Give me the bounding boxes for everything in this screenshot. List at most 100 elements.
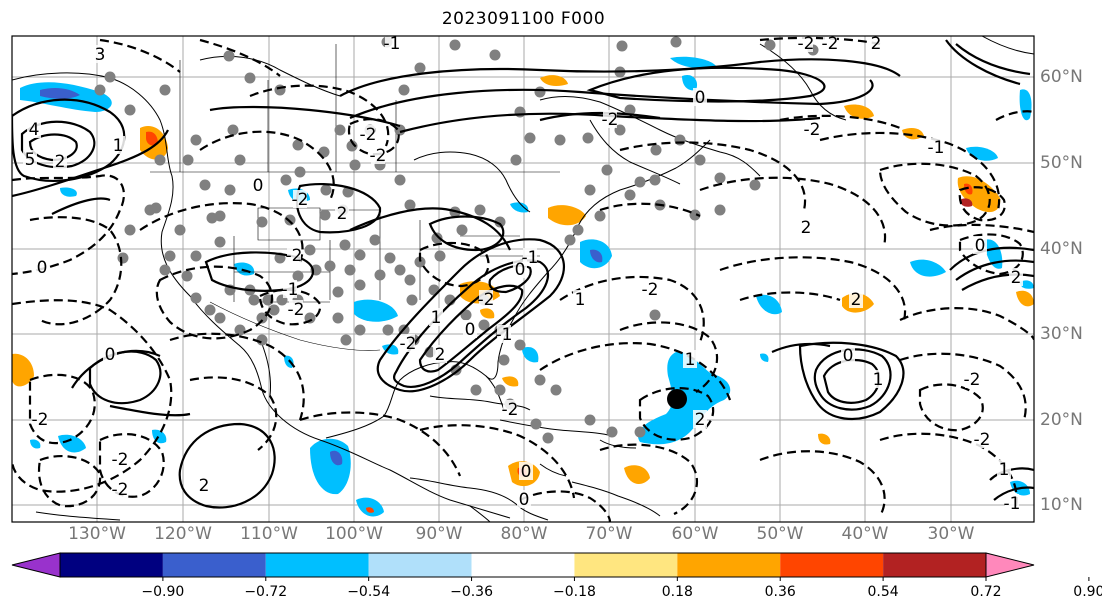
anomaly-blob-negative [818, 433, 831, 445]
contour-label-bg [965, 370, 979, 388]
station-dot [124, 224, 136, 236]
station-dot [190, 292, 202, 304]
colorbar-segment [162, 553, 266, 577]
contour-solid [771, 342, 831, 354]
anomaly-blob-positive [964, 183, 973, 195]
contour-label-bg [997, 460, 1011, 478]
colorbar-tick-label: 0.36 [764, 584, 796, 600]
contour-label-bg [111, 136, 125, 154]
contour-dashed [958, 233, 1024, 276]
station-dot [534, 86, 546, 98]
contour-label: 2 [435, 345, 446, 365]
anomaly-blob-positive [960, 198, 973, 207]
colorbar-tick-label: 0.90 [1073, 584, 1102, 600]
contour-label: 2 [801, 218, 812, 238]
contour-label: 4 [29, 120, 40, 140]
station-dot [292, 139, 304, 151]
contour-label: -2 [804, 120, 821, 140]
contour-dashed [619, 321, 719, 393]
contour-dashed [519, 490, 612, 522]
station-dot [434, 250, 446, 262]
contour-dashed [29, 216, 123, 326]
station-dot [414, 256, 426, 268]
station-dot [650, 144, 662, 156]
contour-label-bg [335, 204, 349, 222]
contour-label: 0 [519, 490, 530, 510]
latitude-label: 30°N [1040, 324, 1083, 344]
colorbar-tick-label: −0.36 [450, 584, 493, 600]
station-dot [624, 189, 636, 201]
contour-label: 1 [575, 290, 586, 310]
station-dot [319, 209, 331, 221]
anomaly-blob-negative [682, 74, 698, 91]
longitude-label: 60°W [671, 524, 719, 544]
contour-label-bg [517, 490, 531, 508]
contour-label: -2 [112, 480, 129, 500]
station-dot [268, 304, 280, 316]
station-dot [339, 239, 351, 251]
station-dot [489, 49, 501, 61]
station-dot [94, 84, 106, 96]
station-dot [530, 418, 542, 430]
colorbar-segment [60, 553, 163, 577]
station-dot [382, 324, 394, 336]
station-dot [510, 154, 522, 166]
station-dot [150, 202, 162, 214]
contour-label-bg [433, 345, 447, 363]
station-dot [190, 134, 202, 146]
anomaly-blob-negative [60, 187, 77, 197]
contour-label-bg [371, 146, 385, 164]
contour-label-bg [693, 410, 707, 428]
contour-label: 1 [685, 350, 696, 370]
station-dot [524, 132, 536, 144]
station-dot [414, 62, 426, 74]
contour-solid [178, 422, 276, 509]
contour-label: -2 [400, 334, 417, 354]
contour-label: -2 [602, 110, 619, 130]
contour-label-bg [513, 260, 527, 278]
station-dot [320, 184, 332, 196]
station-dot [284, 214, 296, 226]
station-dot [614, 124, 626, 136]
contour-dashed [899, 352, 1027, 421]
station-dot [456, 224, 468, 236]
anomaly-blob-negative [910, 259, 946, 277]
colorbar-segment [265, 553, 369, 577]
station-dot [340, 334, 352, 346]
anomaly-blob-positive [12, 353, 34, 387]
contour-label: 2 [871, 34, 882, 54]
contour-dashed [699, 176, 887, 247]
contour-dashed [929, 223, 1034, 234]
station-dot [159, 84, 171, 96]
contour-dashed [638, 387, 715, 441]
contour-label-bg [385, 36, 399, 52]
anomaly-blob-negative [30, 439, 41, 449]
station-dot [181, 270, 193, 282]
station-dot [117, 252, 129, 264]
station-dot [764, 39, 776, 51]
contour-dashed [739, 291, 841, 302]
contour-solid [349, 79, 874, 120]
contour-label-bg [975, 430, 989, 448]
longitude-label: 90°W [415, 524, 463, 544]
contour-solid [945, 39, 1021, 86]
contour-dashed [995, 110, 1034, 121]
colorbar-extend-low [11, 552, 61, 578]
station-dot [554, 134, 566, 146]
contour-dashed [28, 373, 96, 445]
anomaly-blob-positive [480, 308, 495, 319]
contour-label-bg [849, 290, 863, 308]
station-dot [478, 319, 490, 331]
contour-label-bg [289, 300, 303, 318]
longitude-label: 30°W [927, 524, 975, 544]
contour-label: -2 [478, 290, 495, 310]
contour-label-bg [429, 308, 443, 326]
station-dot [494, 384, 506, 396]
latitude-label: 40°N [1040, 239, 1083, 259]
station-dot [292, 270, 304, 282]
station-dot [494, 216, 506, 228]
contour-label: 5 [25, 150, 36, 170]
contour-label-bg [283, 280, 297, 298]
station-dot [542, 432, 554, 444]
station-dot [244, 72, 256, 84]
